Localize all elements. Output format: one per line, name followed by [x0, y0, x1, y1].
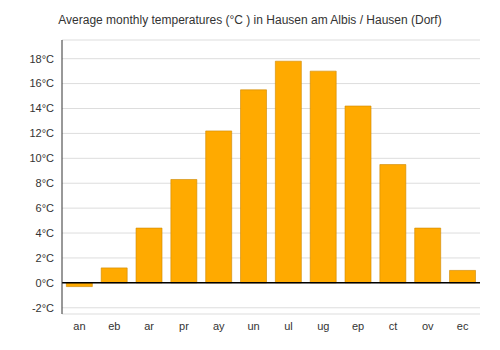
- html-text:Average monthly temperatures (: Average monthly temperatures (°C ) in Ha…: [58, 13, 442, 27]
- svg-text:pr: pr: [179, 320, 189, 332]
- svg-text:-2°C: -2°C: [32, 302, 54, 314]
- svg-text:16°C: 16°C: [29, 77, 54, 89]
- svg-text:an: an: [73, 320, 85, 332]
- svg-text:ct: ct: [389, 320, 398, 332]
- svg-text:14°C: 14°C: [29, 102, 54, 114]
- svg-text:12°C: 12°C: [29, 127, 54, 139]
- svg-text:ov: ov: [422, 320, 434, 332]
- svg-text:8°C: 8°C: [36, 177, 55, 189]
- svg-text:0°C: 0°C: [36, 277, 55, 289]
- svg-text:18°C: 18°C: [29, 53, 54, 65]
- svg-text:ay: ay: [213, 320, 225, 332]
- svg-text:eb: eb: [108, 320, 120, 332]
- svg-text:ul: ul: [284, 320, 293, 332]
- svg-text:10°C: 10°C: [29, 152, 54, 164]
- svg-text:ep: ep: [352, 320, 364, 332]
- svg-text:ec: ec: [457, 320, 469, 332]
- svg-text:4°C: 4°C: [36, 227, 55, 239]
- svg-text:2°C: 2°C: [36, 252, 55, 264]
- svg-text:ar: ar: [144, 320, 154, 332]
- svg-text:ug: ug: [317, 320, 329, 332]
- svg-text:un: un: [247, 320, 259, 332]
- svg-text:6°C: 6°C: [36, 202, 55, 214]
